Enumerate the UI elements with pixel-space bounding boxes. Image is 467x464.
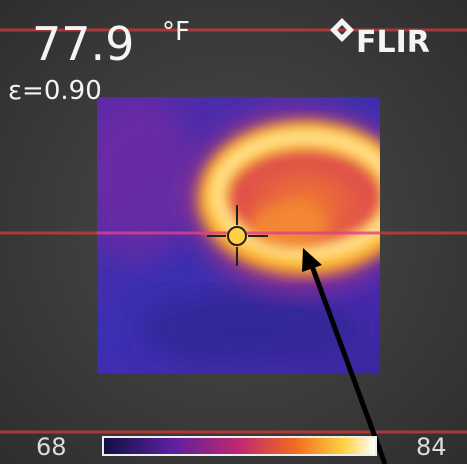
scale-max: 84 <box>416 433 447 461</box>
brand: FLIR <box>356 25 430 60</box>
color-scale-bar <box>103 437 376 455</box>
temperature-unit: °F <box>162 17 190 47</box>
emissivity: ε=0.90 <box>8 76 102 106</box>
thermal-screen: 77.9 °F ε=0.90 FLIR 68 84 <box>0 0 467 464</box>
scale-min: 68 <box>36 433 67 461</box>
temperature: 77.9 <box>32 17 134 71</box>
